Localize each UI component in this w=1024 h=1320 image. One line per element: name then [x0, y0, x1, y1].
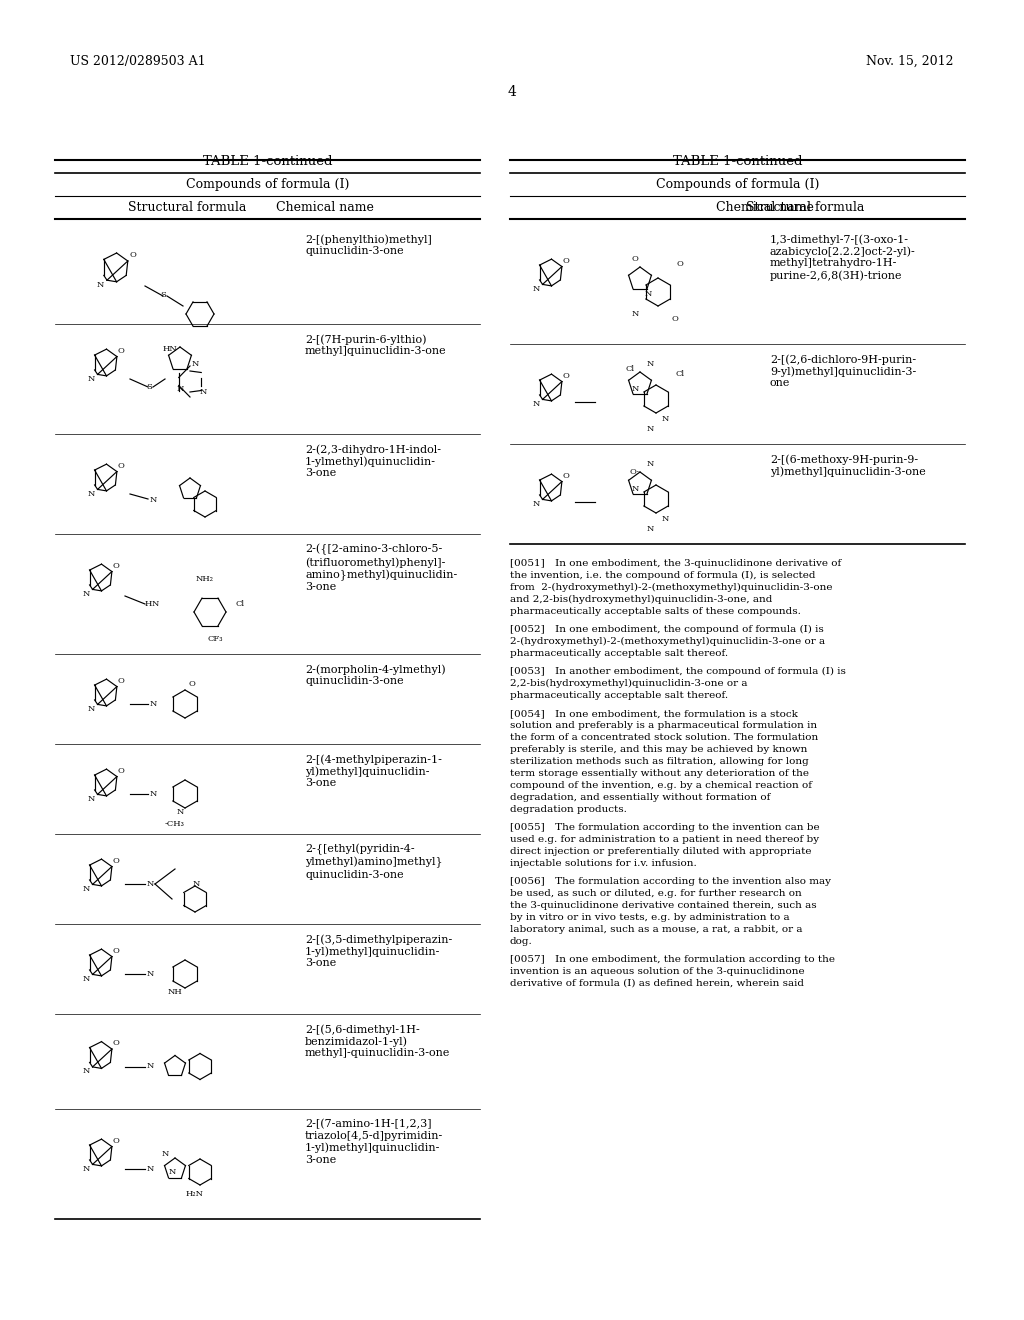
Text: N: N	[176, 385, 183, 393]
Text: O-: O-	[630, 469, 640, 477]
Text: NH₂: NH₂	[196, 576, 214, 583]
Text: term storage essentially without any deterioration of the: term storage essentially without any det…	[510, 770, 809, 777]
Text: N: N	[646, 425, 653, 433]
Text: N: N	[662, 414, 669, 422]
Text: S: S	[146, 383, 152, 391]
Text: O: O	[113, 857, 120, 865]
Text: pharmaceutically acceptable salt thereof.: pharmaceutically acceptable salt thereof…	[510, 649, 728, 657]
Text: N: N	[83, 975, 90, 983]
Text: N: N	[646, 525, 653, 533]
Text: N: N	[191, 360, 199, 368]
Text: N: N	[646, 459, 653, 469]
Text: N: N	[146, 1063, 154, 1071]
Text: 4: 4	[508, 84, 516, 99]
Text: [0055] The formulation according to the invention can be: [0055] The formulation according to the …	[510, 822, 819, 832]
Text: N: N	[146, 1166, 154, 1173]
Text: pharmaceutically acceptable salts of these compounds.: pharmaceutically acceptable salts of the…	[510, 607, 801, 616]
Text: 2-[(7-amino-1H-[1,2,3]
triazolo[4,5-d]pyrimidin-
1-yl)methyl]quinuclidin-
3-one: 2-[(7-amino-1H-[1,2,3] triazolo[4,5-d]py…	[305, 1119, 443, 1164]
Text: the 3-quinuclidinone derivative contained therein, such as: the 3-quinuclidinone derivative containe…	[510, 902, 816, 909]
Text: derivative of formula (I) as defined herein, wherein said: derivative of formula (I) as defined her…	[510, 979, 804, 987]
Text: S: S	[160, 290, 166, 300]
Text: pharmaceutically acceptable salt thereof.: pharmaceutically acceptable salt thereof…	[510, 690, 728, 700]
Text: sterilization methods such as filtration, allowing for long: sterilization methods such as filtration…	[510, 756, 809, 766]
Text: 2,2-bis(hydroxymethyl)quinuclidin-3-one or a: 2,2-bis(hydroxymethyl)quinuclidin-3-one …	[510, 678, 748, 688]
Text: N: N	[150, 700, 157, 708]
Text: dog.: dog.	[510, 937, 532, 946]
Text: N: N	[646, 360, 653, 368]
Text: H₂N: H₂N	[186, 1191, 204, 1199]
Text: 2-(morpholin-4-ylmethyl)
quinuclidin-3-one: 2-(morpholin-4-ylmethyl) quinuclidin-3-o…	[305, 664, 445, 686]
Text: N: N	[193, 880, 200, 888]
Text: HN: HN	[163, 345, 177, 352]
Text: N: N	[88, 490, 95, 498]
Text: [0054] In one embodiment, the formulation is a stock: [0054] In one embodiment, the formulatio…	[510, 709, 798, 718]
Text: N: N	[176, 808, 183, 816]
Text: 1,3-dimethyl-7-[(3-oxo-1-
azabicyclo[2.2.2]oct-2-yl)-
methyl]tetrahydro-1H-
puri: 1,3-dimethyl-7-[(3-oxo-1- azabicyclo[2.2…	[770, 234, 915, 281]
Text: TABLE 1-continued: TABLE 1-continued	[673, 154, 802, 168]
Text: injectable solutions for i.v. infusion.: injectable solutions for i.v. infusion.	[510, 859, 696, 869]
Text: N: N	[200, 388, 207, 396]
Text: N: N	[88, 795, 95, 803]
Text: be used, as such or diluted, e.g. for further research on: be used, as such or diluted, e.g. for fu…	[510, 888, 802, 898]
Text: O: O	[672, 315, 679, 323]
Text: O: O	[113, 561, 120, 570]
Text: N: N	[146, 880, 154, 888]
Text: US 2012/0289503 A1: US 2012/0289503 A1	[70, 55, 206, 69]
Text: O: O	[118, 347, 125, 355]
Text: N: N	[532, 400, 541, 408]
Text: Chemical name: Chemical name	[716, 201, 814, 214]
Text: O: O	[113, 946, 120, 954]
Text: Cl: Cl	[626, 366, 635, 374]
Text: O: O	[563, 471, 569, 479]
Text: N: N	[168, 1168, 176, 1176]
Text: O: O	[118, 677, 125, 685]
Text: NH: NH	[168, 987, 182, 997]
Text: invention is an aqueous solution of the 3-quinuclidinone: invention is an aqueous solution of the …	[510, 968, 805, 975]
Text: N: N	[88, 375, 95, 383]
Text: O: O	[563, 256, 569, 264]
Text: O: O	[113, 1039, 120, 1047]
Text: N: N	[644, 290, 651, 298]
Text: [0051] In one embodiment, the 3-quinuclidinone derivative of: [0051] In one embodiment, the 3-quinucli…	[510, 558, 842, 568]
Text: N: N	[88, 705, 95, 713]
Text: N: N	[632, 385, 639, 393]
Text: 2-[(7H-purin-6-ylthio)
methyl]quinuclidin-3-one: 2-[(7H-purin-6-ylthio) methyl]quinuclidi…	[305, 334, 446, 356]
Text: Cl: Cl	[236, 601, 245, 609]
Text: Chemical name: Chemical name	[276, 201, 374, 214]
Text: the form of a concentrated stock solution. The formulation: the form of a concentrated stock solutio…	[510, 733, 818, 742]
Text: N: N	[632, 484, 639, 492]
Text: Structural formula: Structural formula	[128, 201, 246, 214]
Text: 2-[(4-methylpiperazin-1-
yl)methyl]quinuclidin-
3-one: 2-[(4-methylpiperazin-1- yl)methyl]quinu…	[305, 754, 442, 788]
Text: 2-[(2,6-dichloro-9H-purin-
9-yl)methyl]quinuclidin-3-
one: 2-[(2,6-dichloro-9H-purin- 9-yl)methyl]q…	[770, 354, 916, 388]
Text: preferably is sterile, and this may be achieved by known: preferably is sterile, and this may be a…	[510, 744, 807, 754]
Text: Nov. 15, 2012: Nov. 15, 2012	[866, 55, 954, 69]
Text: N: N	[97, 281, 104, 289]
Text: O: O	[632, 255, 638, 263]
Text: Compounds of formula (I): Compounds of formula (I)	[185, 178, 349, 191]
Text: -CH₃: -CH₃	[165, 820, 185, 828]
Text: compound of the invention, e.g. by a chemical reaction of: compound of the invention, e.g. by a che…	[510, 781, 812, 789]
Text: [0052] In one embodiment, the compound of formula (I) is: [0052] In one embodiment, the compound o…	[510, 624, 823, 634]
Text: N: N	[146, 970, 154, 978]
Text: N: N	[532, 500, 541, 508]
Text: O: O	[188, 680, 196, 688]
Text: N: N	[162, 1150, 169, 1158]
Text: Structural formula: Structural formula	[745, 201, 864, 214]
Text: laboratory animal, such as a mouse, a rat, a rabbit, or a: laboratory animal, such as a mouse, a ra…	[510, 925, 803, 935]
Text: Compounds of formula (I): Compounds of formula (I)	[655, 178, 819, 191]
Text: 2-(hydroxymethyl)-2-(methoxymethyl)quinuclidin-3-one or a: 2-(hydroxymethyl)-2-(methoxymethyl)quinu…	[510, 638, 825, 645]
Text: degradation products.: degradation products.	[510, 805, 627, 814]
Text: 2-(2,3-dihydro-1H-indol-
1-ylmethyl)quinuclidin-
3-one: 2-(2,3-dihydro-1H-indol- 1-ylmethyl)quin…	[305, 444, 441, 478]
Text: used e.g. for administration to a patient in need thereof by: used e.g. for administration to a patien…	[510, 836, 819, 843]
Text: O: O	[113, 1137, 120, 1144]
Text: [0056] The formulation according to the invention also may: [0056] The formulation according to the …	[510, 876, 831, 886]
Text: Cl: Cl	[676, 370, 685, 378]
Text: O: O	[129, 251, 136, 259]
Text: N: N	[150, 496, 157, 504]
Text: 2-[(3,5-dimethylpiperazin-
1-yl)methyl]quinuclidin-
3-one: 2-[(3,5-dimethylpiperazin- 1-yl)methyl]q…	[305, 935, 453, 969]
Text: N: N	[83, 1068, 90, 1076]
Text: N: N	[83, 884, 90, 892]
Text: O: O	[563, 372, 569, 380]
Text: N: N	[532, 285, 541, 293]
Text: and 2,2-bis(hydroxymethyl)quinuclidin-3-one, and: and 2,2-bis(hydroxymethyl)quinuclidin-3-…	[510, 595, 772, 605]
